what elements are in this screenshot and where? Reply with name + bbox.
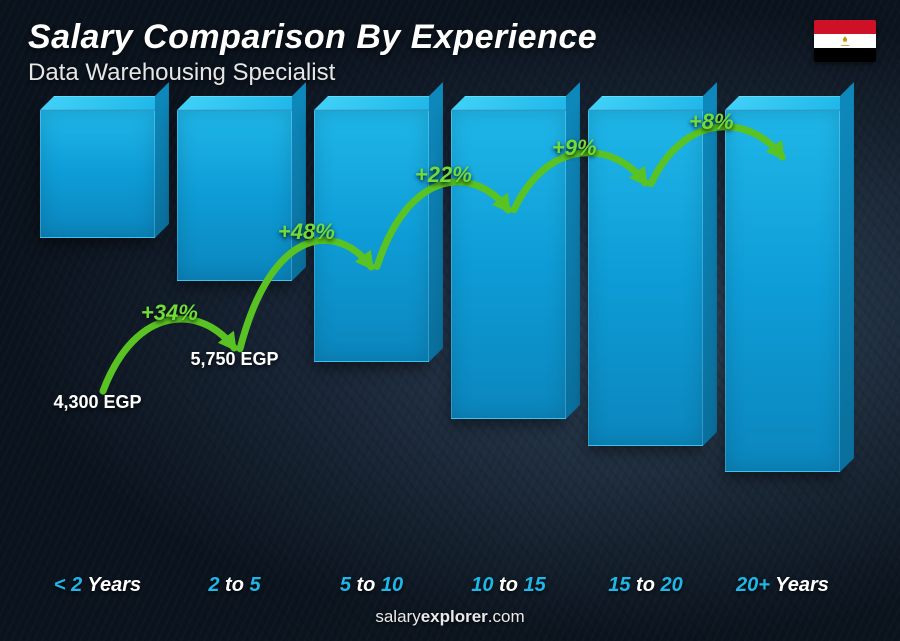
bar [451, 110, 566, 419]
bar-slot: 5,750 EGP2 to 5 [177, 110, 292, 563]
bar-front-face [314, 110, 429, 362]
bar-top-face [451, 96, 580, 110]
bar-side-face [155, 82, 169, 238]
bar-value-label: 4,300 EGP [17, 392, 178, 413]
bar-slot: 8,500 EGP5 to 10 [314, 110, 429, 563]
brand-bold: explorer [421, 607, 488, 626]
bar-side-face [703, 82, 717, 446]
bar [314, 110, 429, 362]
bar-slot: 11,300 EGP15 to 20 [588, 110, 703, 563]
page-subtitle: Data Warehousing Specialist [28, 59, 597, 87]
bar-front-face [725, 110, 840, 472]
bar-top-face [40, 96, 169, 110]
bar [725, 110, 840, 472]
bar-value-label: 5,750 EGP [154, 349, 315, 370]
bar-x-label: 20+ Years [691, 574, 875, 597]
bar-slot: 10,400 EGP10 to 15 [451, 110, 566, 563]
bar-side-face [292, 82, 306, 281]
bar [40, 110, 155, 238]
brand-prefix: salary [375, 607, 420, 626]
bar-top-face [725, 96, 854, 110]
bar-top-face [588, 96, 717, 110]
page-title: Salary Comparison By Experience [28, 18, 597, 57]
bar-slot: 4,300 EGP< 2 Years [40, 110, 155, 563]
bar-side-face [566, 82, 580, 419]
bar-top-face [177, 96, 306, 110]
bar-front-face [177, 110, 292, 281]
bar-slot: 12,200 EGP20+ Years [725, 110, 840, 563]
bar-front-face [588, 110, 703, 446]
bar [588, 110, 703, 446]
bar-front-face [451, 110, 566, 419]
bar-side-face [840, 82, 854, 472]
country-flag-icon [814, 20, 876, 62]
bar [177, 110, 292, 281]
bar-front-face [40, 110, 155, 238]
brand-suffix: .com [488, 607, 525, 626]
title-block: Salary Comparison By Experience Data War… [28, 18, 597, 87]
brand-footer: salaryexplorer.com [0, 607, 900, 627]
bar-chart: 4,300 EGP< 2 Years5,750 EGP2 to 58,500 E… [40, 110, 840, 563]
bar-top-face [314, 96, 443, 110]
flag-emblem-icon [838, 36, 852, 47]
